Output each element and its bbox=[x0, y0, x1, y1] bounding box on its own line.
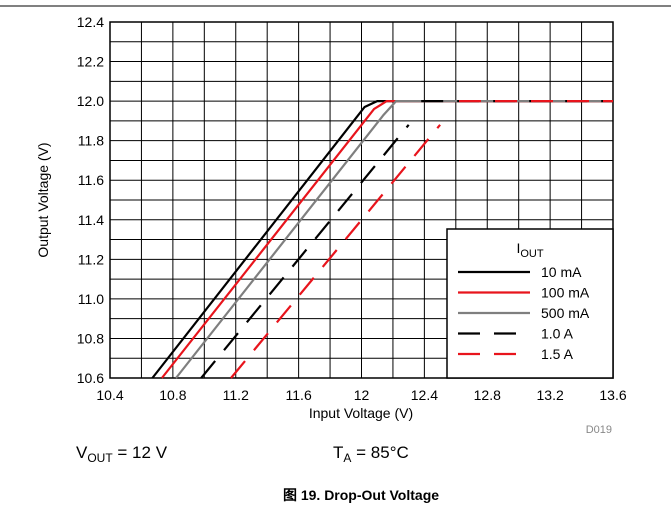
x-tick-label: 12.8 bbox=[474, 387, 501, 403]
x-tick-label: 11.2 bbox=[223, 387, 249, 403]
caption: 图 19. Drop-Out Voltage bbox=[283, 487, 439, 503]
legend-label: 1.5 A bbox=[541, 346, 574, 362]
legend-label: 100 mA bbox=[541, 285, 590, 301]
x-tick-label: 10.4 bbox=[96, 387, 123, 403]
y-tick-label: 12.0 bbox=[77, 93, 104, 109]
plot-frame bbox=[109, 21, 614, 379]
legend-label: 1.0 A bbox=[541, 326, 574, 342]
annotation-main: V bbox=[76, 443, 88, 462]
y-tick-label: 11.4 bbox=[78, 212, 104, 228]
annotation-rest: = 85°C bbox=[351, 443, 408, 462]
x-tick-label: 12.4 bbox=[411, 387, 438, 403]
x-tick-label: 13.6 bbox=[599, 387, 626, 403]
y-tick-label: 11.8 bbox=[78, 133, 104, 149]
annotation-main: T bbox=[333, 443, 343, 462]
legend-label: 500 mA bbox=[541, 305, 590, 321]
annotation: VOUT = 12 V bbox=[76, 443, 168, 465]
annotation-sub: OUT bbox=[87, 451, 113, 465]
x-tick-label: 12 bbox=[354, 387, 370, 403]
legend-title-sub: OUT bbox=[520, 248, 544, 260]
legend-title-main: I bbox=[516, 240, 520, 256]
y-tick-label: 12.2 bbox=[77, 54, 104, 70]
y-axis-label: Output Voltage (V) bbox=[35, 142, 51, 257]
x-axis-label: Input Voltage (V) bbox=[309, 405, 413, 421]
y-tick-label: 11.2 bbox=[78, 251, 104, 267]
y-tick-label: 10.6 bbox=[77, 370, 104, 386]
y-tick-label: 11.0 bbox=[78, 291, 104, 307]
y-tick-label: 12.4 bbox=[77, 14, 104, 30]
y-tick-label: 11.6 bbox=[78, 172, 104, 188]
figure-id: D019 bbox=[586, 424, 612, 436]
legend-label: 10 mA bbox=[541, 264, 582, 280]
y-tick-label: 10.8 bbox=[77, 330, 104, 346]
annotation-rest: = 12 V bbox=[113, 443, 168, 462]
annotation: TA = 85°C bbox=[333, 443, 409, 465]
x-tick-label: 13.2 bbox=[537, 387, 564, 403]
x-tick-label: 10.8 bbox=[159, 387, 186, 403]
legend-title: IOUT bbox=[516, 240, 543, 260]
x-tick-label: 11.6 bbox=[286, 387, 312, 403]
series-line bbox=[230, 100, 613, 379]
annotation-sub: A bbox=[343, 451, 351, 465]
